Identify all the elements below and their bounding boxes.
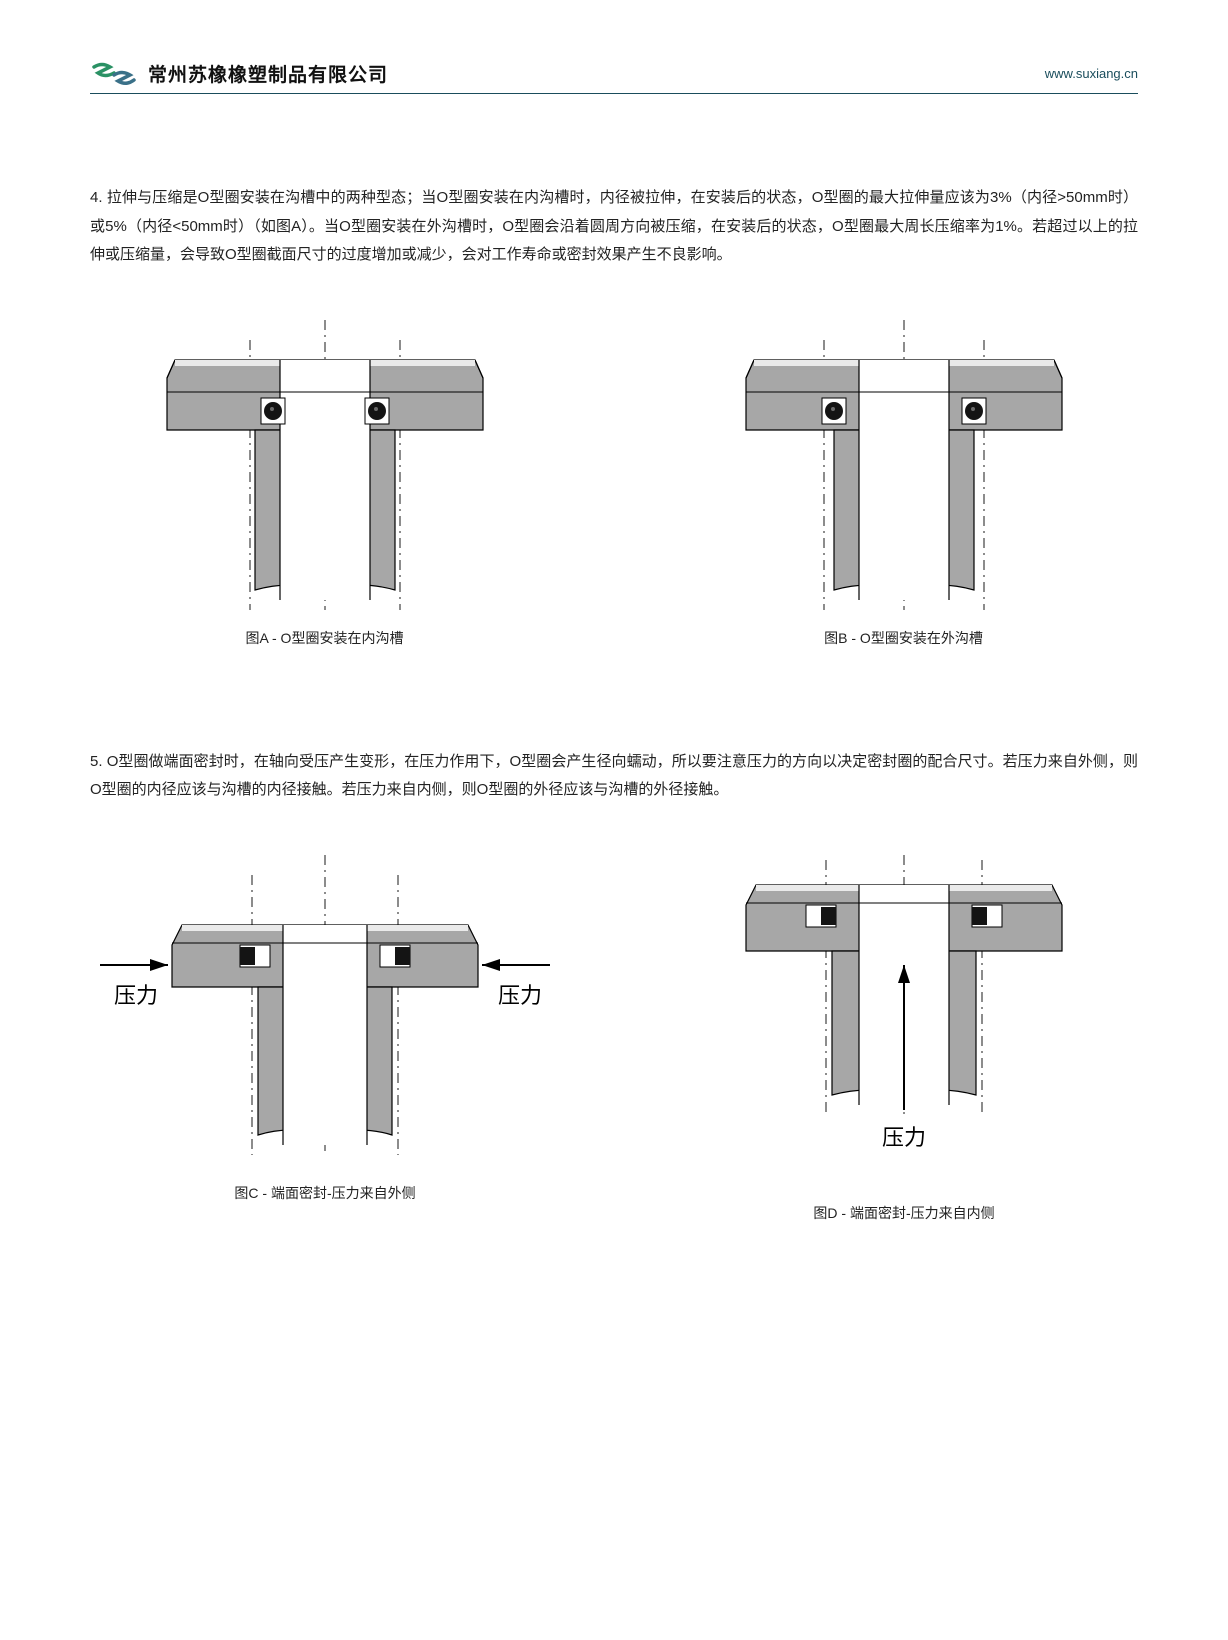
- paragraph-5: 5. O型圈做端面密封时，在轴向受压产生变形，在压力作用下，O型圈会产生径向蠕动…: [90, 748, 1138, 805]
- header-left: 常州苏橡橡塑制品有限公司: [90, 60, 388, 87]
- figure-d: 压力 图D - 端面密封-压力来自内侧: [670, 855, 1138, 1223]
- figure-a-diagram: [145, 320, 505, 610]
- figure-c: 压力 压力 图C - 端面密封-压力来自外侧: [90, 855, 560, 1223]
- figure-d-diagram: 压力: [704, 855, 1104, 1185]
- figure-b: 图B - O型圈安装在外沟槽: [669, 320, 1138, 648]
- website-url: www.suxiang.cn: [1045, 66, 1138, 81]
- figure-b-caption: 图B - O型圈安装在外沟槽: [669, 628, 1138, 648]
- page-header: 常州苏橡橡塑制品有限公司 www.suxiang.cn: [90, 60, 1138, 94]
- company-logo-icon: [90, 61, 138, 87]
- paragraph-4: 4. 拉伸与压缩是O型圈安装在沟槽中的两种型态；当O型圈安装在内沟槽时，内径被拉…: [90, 184, 1138, 270]
- pressure-label-bottom: 压力: [882, 1125, 926, 1150]
- figure-d-caption: 图D - 端面密封-压力来自内侧: [670, 1203, 1138, 1223]
- figures-row-2: 压力 压力 图C - 端面密封-压力来自外侧: [90, 855, 1138, 1223]
- pressure-label-right: 压力: [498, 983, 542, 1008]
- figure-b-diagram: [724, 320, 1084, 610]
- figures-row-1: 图A - O型圈安装在内沟槽 图B - O型圈安装在外沟槽: [90, 320, 1138, 648]
- company-name: 常州苏橡橡塑制品有限公司: [148, 60, 388, 87]
- figure-c-diagram: 压力 压力: [90, 855, 560, 1165]
- pressure-label-left: 压力: [114, 983, 158, 1008]
- figure-a: 图A - O型圈安装在内沟槽: [90, 320, 559, 648]
- figure-a-caption: 图A - O型圈安装在内沟槽: [90, 628, 559, 648]
- figure-c-caption: 图C - 端面密封-压力来自外侧: [90, 1183, 560, 1203]
